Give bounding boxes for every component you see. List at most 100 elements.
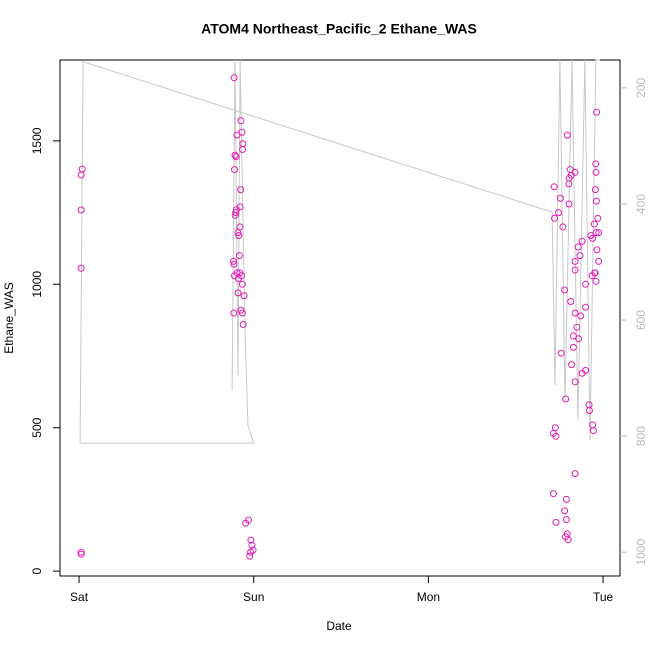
data-point: [592, 229, 600, 237]
data-point: [559, 223, 567, 231]
data-point: [237, 186, 245, 194]
data-point: [239, 140, 247, 148]
data-point: [595, 257, 603, 265]
data-point: [585, 407, 593, 415]
y2-tick-label: 600: [634, 310, 648, 330]
data-point: [573, 323, 581, 331]
data-point: [571, 378, 579, 386]
data-point: [236, 269, 244, 277]
data-point: [77, 548, 85, 556]
data-point: [567, 298, 575, 306]
y2-tick-label: 800: [634, 426, 648, 446]
data-point: [562, 395, 570, 403]
data-point: [593, 246, 601, 254]
data-point: [565, 180, 573, 188]
data-point: [239, 320, 247, 328]
data-point: [561, 286, 569, 294]
data-point: [552, 432, 560, 440]
data-point: [549, 490, 557, 498]
data-point: [589, 234, 597, 242]
data-point: [235, 232, 243, 240]
data-point: [246, 552, 254, 560]
y-tick-label: 1000: [30, 271, 44, 298]
data-point: [244, 516, 252, 524]
x-tick-label: Sun: [243, 590, 264, 604]
data-point: [247, 548, 255, 556]
data-point: [582, 280, 590, 288]
data-point: [235, 252, 243, 260]
data-point: [569, 332, 577, 340]
data-point: [229, 257, 237, 265]
data-point: [571, 266, 579, 274]
y-tick-label: 500: [30, 417, 44, 437]
data-point: [565, 200, 573, 208]
data-point: [576, 252, 584, 260]
data-point: [594, 214, 602, 222]
data-point: [237, 117, 245, 125]
data-point: [236, 223, 244, 231]
y-axis-label: Ethane_WAS: [2, 282, 16, 354]
data-point: [562, 495, 570, 503]
data-point: [571, 470, 579, 478]
data-point: [238, 128, 246, 136]
data-point: [568, 361, 576, 369]
data-point: [550, 214, 558, 222]
data-point: [574, 243, 582, 251]
data-point: [237, 306, 245, 314]
data-point: [239, 145, 247, 153]
data-point: [78, 165, 86, 173]
y2-tick-label: 400: [634, 194, 648, 214]
data-point: [550, 183, 558, 191]
data-point: [248, 541, 256, 549]
data-point: [577, 312, 585, 320]
data-point: [238, 280, 246, 288]
data-point: [240, 292, 248, 300]
x-tick-label: Mon: [417, 590, 440, 604]
data-point: [234, 289, 242, 297]
data-point: [231, 151, 239, 159]
data-point: [230, 74, 238, 82]
data-point: [232, 209, 240, 217]
data-point: [589, 427, 597, 435]
data-point: [571, 309, 579, 317]
data-point: [230, 309, 238, 317]
data-point: [77, 550, 85, 558]
data-point: [557, 349, 565, 357]
data-point: [563, 131, 571, 139]
data-point: [555, 209, 563, 217]
data-point: [591, 186, 599, 194]
data-point: [575, 335, 583, 343]
data-point: [592, 197, 600, 205]
data-point: [247, 536, 255, 544]
data-point: [561, 507, 569, 515]
data-point: [590, 220, 598, 228]
data-point: [592, 168, 600, 176]
data-point: [77, 171, 85, 179]
y-tick-label: 0: [30, 567, 44, 574]
data-point: [556, 194, 564, 202]
y-tick-label: 1500: [30, 127, 44, 154]
y2-tick-label: 200: [634, 78, 648, 98]
chart-title: ATOM4 Northeast_Pacific_2 Ethane_WAS: [201, 21, 477, 37]
data-point: [578, 237, 586, 245]
pressure-line: [79, 59, 600, 444]
data-point: [236, 203, 244, 211]
x-axis-label: Date: [326, 619, 352, 633]
data-point: [77, 264, 85, 272]
data-point: [592, 160, 600, 168]
data-point: [564, 536, 572, 544]
y2-tick-label: 1000: [634, 539, 648, 566]
data-point: [569, 343, 577, 351]
data-point: [593, 108, 601, 116]
data-point: [552, 518, 560, 526]
data-point: [232, 153, 240, 161]
data-point: [562, 515, 570, 523]
x-tick-label: Tue: [593, 590, 614, 604]
data-point: [230, 260, 238, 268]
data-point: [591, 269, 599, 277]
data-point: [571, 257, 579, 265]
data-point: [77, 206, 85, 214]
x-tick-label: Sat: [70, 590, 89, 604]
data-point: [230, 166, 238, 174]
